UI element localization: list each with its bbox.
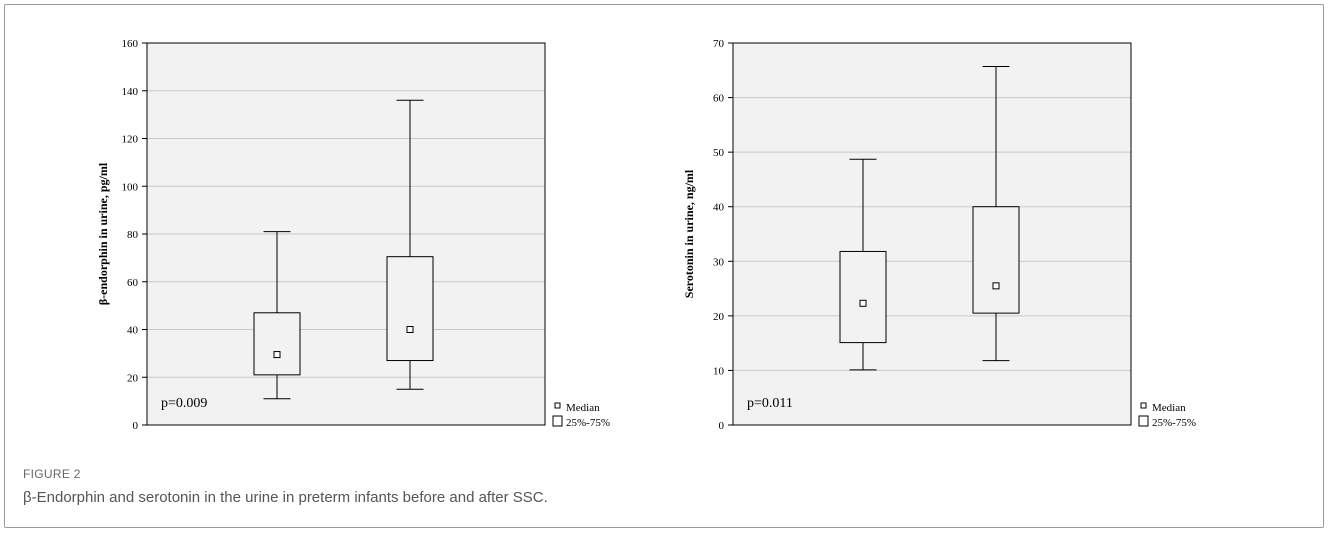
iqr-box (253, 312, 301, 376)
legend-item-label: Median (1152, 402, 1186, 414)
y-tick-label: 0 (133, 420, 139, 431)
figure-caption: β-Endorphin and serotonin in the urine i… (23, 489, 548, 506)
plot-border (146, 42, 546, 426)
y-tick-label: 100 (122, 181, 139, 193)
legend-item-label: Median (566, 402, 600, 414)
iqr-box (386, 256, 434, 362)
y-tick-label: 60 (127, 277, 139, 289)
box-after-ssc (386, 99, 434, 390)
median-marker (406, 326, 414, 333)
y-tick-label: 40 (127, 325, 139, 337)
y-axis-label: β-endorphin in urine, pg/ml (96, 162, 110, 305)
plot-area (733, 43, 1131, 425)
chart-svg: 0 10 20 30 40 50 60 70 Serotonin in urine, ng/ml… (682, 38, 1237, 446)
y-tick-label: 10 (713, 365, 725, 377)
legend-median-icon (1140, 402, 1147, 409)
y-tick-label: 20 (713, 311, 725, 323)
y-tick-label: 0 (719, 420, 725, 431)
p-value-annotation: p=0.009 (161, 396, 207, 411)
chart-panel-serotonin: 0 10 20 30 40 50 60 70 Serotonin in urine, ng/ml… (677, 35, 1259, 446)
box-before-ssc (839, 158, 887, 371)
y-tick-label: 140 (122, 86, 139, 98)
legend-median-icon (554, 402, 561, 409)
iqr-box (972, 206, 1020, 314)
y-tick-label: 40 (713, 202, 725, 214)
y-tick-label: 160 (122, 38, 139, 50)
y-axis-label: Serotonin in urine, ng/ml (682, 169, 696, 298)
median-marker (992, 282, 1000, 290)
legend-box-icon (1138, 415, 1149, 427)
figure-label: FIGURE 2 (23, 467, 81, 481)
p-value-annotation: p=0.011 (747, 396, 793, 411)
y-tick-label: 30 (713, 256, 725, 268)
y-tick-label: 60 (713, 93, 725, 105)
median-marker (273, 351, 281, 359)
y-tick-label: 70 (713, 38, 725, 50)
chart-svg: 0 20 40 60 80 100 120 140 160 β-endorphin in urin… (96, 38, 651, 446)
plot-border (732, 42, 1132, 426)
iqr-box (839, 250, 887, 344)
legend-item-label: 25%-75% (1152, 417, 1196, 429)
y-tick-label: 120 (122, 134, 139, 146)
box-before-ssc (253, 231, 301, 400)
y-tick-label: 80 (127, 229, 139, 241)
box-after-ssc (972, 65, 1020, 362)
chart-panel-beta-endorphin: 0 20 40 60 80 100 120 140 160 β-endorphin in urin… (91, 35, 673, 446)
figure-frame: 0 20 40 60 80 100 120 140 160 β-endorphin in urin… (4, 4, 1324, 528)
median-marker (859, 299, 867, 307)
legend-item-label: 25%-75% (566, 417, 610, 429)
legend-box-icon (552, 415, 563, 427)
y-tick-label: 50 (713, 147, 725, 159)
y-tick-label: 20 (127, 372, 139, 384)
